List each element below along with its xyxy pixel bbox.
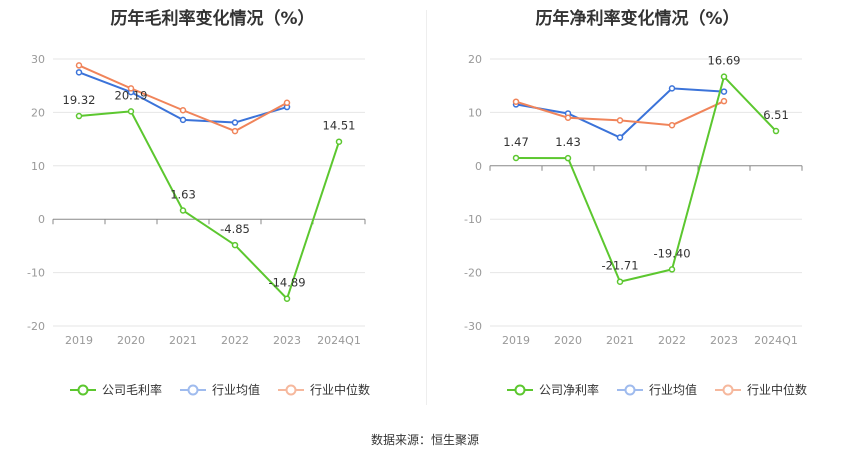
x-tick-label: 2023	[710, 334, 738, 347]
data-point[interactable]	[564, 154, 572, 162]
legend-label: 公司净利率	[539, 383, 600, 397]
legend-line-icon	[507, 384, 533, 395]
legend-item-industry-mean[interactable]: 行业均值	[617, 381, 697, 398]
data-point[interactable]	[720, 97, 728, 105]
data-point[interactable]	[75, 62, 83, 69]
data-source: 数据来源：恒生聚源	[370, 433, 479, 447]
x-tick-label: 2023	[273, 334, 301, 347]
legend-item-industry-median[interactable]: 行业中位数	[715, 381, 807, 398]
data-point[interactable]	[772, 127, 780, 135]
data-point[interactable]	[179, 207, 187, 214]
gross-margin-chart: 30 20 10 0 -10 -20 2019 2020 2021 2022 2023 2024Q1 1…	[27, 53, 366, 347]
data-point[interactable]	[564, 114, 572, 121]
series-line	[515, 74, 777, 283]
data-label: 1.43	[555, 135, 581, 149]
y-tick-label: 20	[31, 106, 45, 119]
data-point[interactable]	[668, 266, 676, 273]
data-point[interactable]	[179, 116, 187, 124]
data-label: -14.89	[268, 276, 305, 290]
data-point[interactable]	[720, 88, 728, 95]
y-tick-label: 20	[468, 53, 482, 66]
data-label: 1.47	[503, 135, 529, 149]
x-tick-label: 2020	[117, 334, 145, 347]
legend-line-icon	[70, 384, 96, 395]
legend-item-industry-mean[interactable]: 行业均值	[180, 381, 260, 398]
y-tick-label: 0	[38, 213, 45, 226]
data-point[interactable]	[283, 99, 291, 107]
data-label: -19.40	[653, 246, 690, 260]
y-tick-label: -20	[464, 267, 482, 280]
x-tick-label: 2019	[65, 334, 93, 347]
y-tick-label: -10	[464, 213, 482, 226]
x-tick-label: 2022	[221, 334, 249, 347]
legend-label: 行业均值	[212, 383, 261, 397]
legend-label: 行业中位数	[747, 383, 808, 397]
y-tick-label: 30	[31, 53, 45, 66]
data-label: 19.32	[63, 93, 96, 107]
legend-label: 行业中位数	[310, 383, 371, 397]
data-point[interactable]	[616, 117, 624, 124]
net-margin-legend: 公司净利率 行业均值 行业中位数	[507, 381, 807, 398]
gross-margin-legend: 公司毛利率 行业均值 行业中位数	[70, 381, 370, 398]
data-label: 20.19	[115, 88, 148, 102]
y-tick-label: -10	[27, 267, 45, 280]
x-tick-label: 2021	[169, 334, 197, 347]
legend-line-icon	[715, 384, 742, 395]
legend-label: 公司毛利率	[102, 383, 163, 397]
legend-line-icon	[180, 384, 207, 395]
data-point[interactable]	[335, 138, 343, 145]
chart-divider	[426, 10, 427, 405]
series-line	[78, 110, 340, 301]
x-tick-label: 2022	[658, 334, 686, 347]
legend-item-company[interactable]: 公司毛利率	[70, 381, 162, 398]
data-label: -4.85	[220, 222, 250, 236]
data-point[interactable]	[283, 295, 291, 302]
y-tick-label: -30	[464, 320, 482, 333]
y-tick-label: 10	[31, 160, 45, 173]
data-point[interactable]	[668, 121, 676, 129]
x-tick-label: 2021	[606, 334, 634, 347]
data-point[interactable]	[75, 69, 83, 76]
data-label: -21.71	[601, 259, 638, 273]
data-point[interactable]	[616, 278, 624, 285]
data-label: 14.51	[323, 119, 356, 133]
net-margin-chart: 20 10 0 -10 -20 -30 2019 2020 2021 2022 2023 2024Q1…	[464, 53, 803, 347]
data-point[interactable]	[231, 241, 239, 249]
data-label: 6.51	[763, 108, 789, 122]
data-point[interactable]	[231, 119, 239, 126]
data-point[interactable]	[512, 98, 520, 105]
y-tick-label: 0	[475, 160, 482, 173]
data-point[interactable]	[668, 85, 676, 92]
x-tick-label: 2019	[502, 334, 530, 347]
data-point[interactable]	[179, 107, 187, 114]
y-tick-label: -20	[27, 320, 45, 333]
data-point[interactable]	[512, 154, 520, 162]
x-tick-label: 2020	[554, 334, 582, 347]
data-label: 1.63	[170, 187, 196, 201]
legend-item-company[interactable]: 公司净利率	[507, 381, 599, 398]
net-margin-title: 历年净利率变化情况（%）	[535, 9, 740, 29]
legend-line-icon	[617, 384, 644, 395]
data-point[interactable]	[616, 134, 624, 141]
data-point[interactable]	[231, 127, 239, 135]
data-point[interactable]	[720, 73, 728, 80]
data-point[interactable]	[75, 112, 83, 120]
data-point[interactable]	[127, 108, 135, 115]
gross-margin-title: 历年毛利率变化情况（%）	[110, 9, 315, 29]
y-tick-label: 10	[468, 106, 482, 119]
data-label: 16.69	[708, 54, 741, 68]
data-point[interactable]	[127, 85, 135, 92]
x-tick-label: 2024Q1	[754, 334, 798, 347]
legend-line-icon	[278, 384, 305, 395]
legend-label: 行业均值	[649, 383, 698, 397]
legend-item-industry-median[interactable]: 行业中位数	[278, 381, 370, 398]
series-line	[515, 87, 725, 139]
x-tick-label: 2024Q1	[317, 334, 361, 347]
